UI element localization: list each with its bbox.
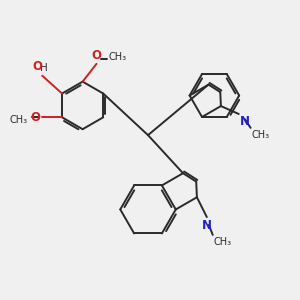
Text: N: N [202,219,212,232]
Text: O: O [32,60,42,73]
Text: O: O [30,111,40,124]
Text: CH₃: CH₃ [9,115,27,125]
Text: CH₃: CH₃ [252,130,270,140]
Text: CH₃: CH₃ [214,237,232,247]
Text: N: N [240,115,250,128]
Text: H: H [40,63,48,73]
Text: O: O [92,49,101,62]
Text: CH₃: CH₃ [108,52,127,62]
